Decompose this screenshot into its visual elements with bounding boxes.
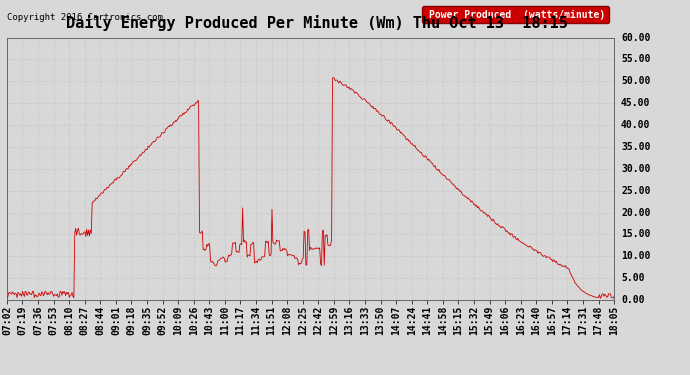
Legend: Power Produced  (watts/minute): Power Produced (watts/minute) bbox=[422, 6, 609, 23]
Text: 60.00: 60.00 bbox=[621, 33, 651, 42]
Text: 5.00: 5.00 bbox=[621, 273, 644, 283]
Text: 35.00: 35.00 bbox=[621, 142, 651, 152]
Text: Daily Energy Produced Per Minute (Wm) Thu Oct 13  18:15: Daily Energy Produced Per Minute (Wm) Th… bbox=[66, 15, 569, 31]
Text: 40.00: 40.00 bbox=[621, 120, 651, 130]
Text: 45.00: 45.00 bbox=[621, 98, 651, 108]
Text: 20.00: 20.00 bbox=[621, 207, 651, 218]
Text: 10.00: 10.00 bbox=[621, 251, 651, 261]
Text: 15.00: 15.00 bbox=[621, 230, 651, 239]
Text: 0.00: 0.00 bbox=[621, 295, 644, 305]
Text: 50.00: 50.00 bbox=[621, 76, 651, 86]
Text: 55.00: 55.00 bbox=[621, 54, 651, 64]
Text: 30.00: 30.00 bbox=[621, 164, 651, 174]
Text: 25.00: 25.00 bbox=[621, 186, 651, 196]
Text: Copyright 2016 Cartronics.com: Copyright 2016 Cartronics.com bbox=[7, 13, 163, 22]
